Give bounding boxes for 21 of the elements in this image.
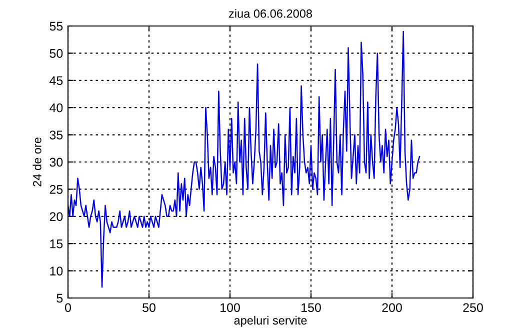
y-tick-label: 15 xyxy=(50,240,63,248)
y-tick-label: 35 xyxy=(50,130,63,140)
y-tick-label: 50 xyxy=(50,49,63,58)
y-tick-label: 40 xyxy=(50,103,63,112)
y-tick-label: 45 xyxy=(50,76,63,86)
y-axis-title: 24 de ore xyxy=(32,138,42,186)
y-tick-label: 20 xyxy=(50,212,63,222)
y-tick-label: 10 xyxy=(50,266,63,276)
x-tick-label: 50 xyxy=(142,303,156,312)
y-tick-label: 5 xyxy=(56,294,63,303)
x-tick-label: 150 xyxy=(302,303,321,312)
x-tick-label: 250 xyxy=(463,303,483,312)
x-tick-label: 0 xyxy=(65,303,71,312)
y-tick-label: 25 xyxy=(50,185,63,194)
chart-title: ziua 06.06.2008 xyxy=(228,9,312,18)
y-tick-label: 55 xyxy=(50,22,63,31)
x-axis-title: apeluri servite xyxy=(234,316,307,327)
line-series xyxy=(68,30,420,288)
x-tick-label: 100 xyxy=(220,303,240,312)
y-tick-label: 30 xyxy=(50,158,63,167)
x-tick-label: 200 xyxy=(382,303,402,312)
